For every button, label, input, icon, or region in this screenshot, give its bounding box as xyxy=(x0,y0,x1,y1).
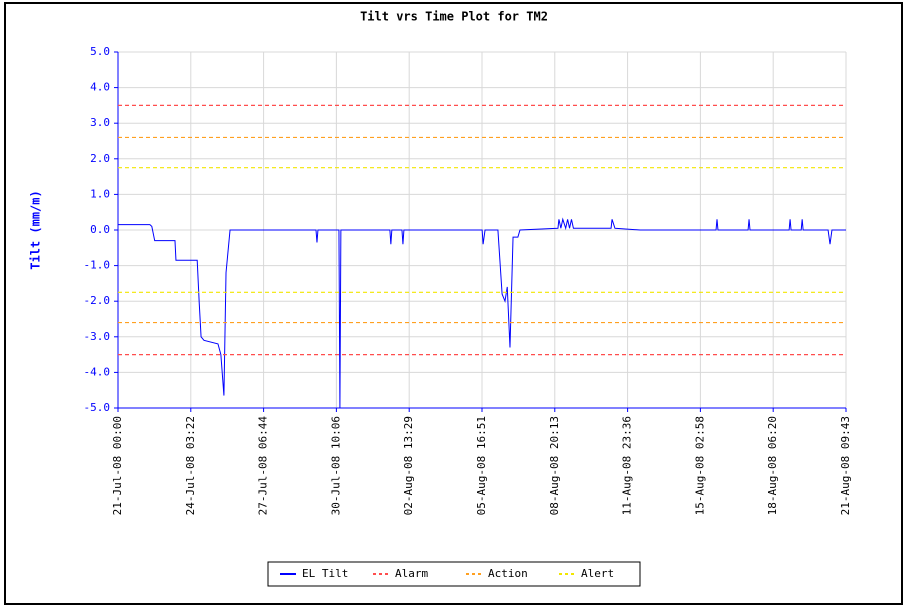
x-tick-label: 21-Jul-08 00:00 xyxy=(111,416,124,515)
y-tick-label: 0.0 xyxy=(90,223,110,236)
y-tick-label: 5.0 xyxy=(90,45,110,58)
y-tick-label: -1.0 xyxy=(84,259,111,272)
y-tick-label: -4.0 xyxy=(84,365,111,378)
frame xyxy=(4,2,903,605)
y-tick-label: -3.0 xyxy=(84,330,111,343)
x-tick-label: 08-Aug-08 20:13 xyxy=(548,416,561,515)
x-tick-label: 11-Aug-08 23:36 xyxy=(621,416,634,515)
y-tick-label: -2.0 xyxy=(84,294,111,307)
y-tick-label: -5.0 xyxy=(84,401,111,414)
x-tick-label: 30-Jul-08 10:06 xyxy=(329,416,342,515)
x-tick-label: 21-Aug-08 09:43 xyxy=(839,416,852,515)
x-tick-label: 15-Aug-08 02:58 xyxy=(693,416,706,515)
x-tick-label: 02-Aug-08 13:29 xyxy=(402,416,415,515)
y-tick-label: 4.0 xyxy=(90,81,110,94)
legend-label: EL Tilt xyxy=(302,567,348,580)
x-tick-label: 05-Aug-08 16:51 xyxy=(475,416,488,515)
y-tick-label: 2.0 xyxy=(90,152,110,165)
x-tick-label: 24-Jul-08 03:22 xyxy=(184,416,197,515)
chart-title: Tilt vrs Time Plot for TM2 xyxy=(360,10,548,24)
x-tick-label: 27-Jul-08 06:44 xyxy=(257,416,270,516)
legend-label: Action xyxy=(488,567,528,580)
data-line xyxy=(118,217,846,409)
legend-box xyxy=(267,561,641,587)
y-tick-label: 1.0 xyxy=(90,187,110,200)
legend-label: Alarm xyxy=(395,567,428,580)
y-axis-label: Tilt (mm/m) xyxy=(29,190,43,269)
legend-label: Alert xyxy=(581,567,614,580)
y-tick-label: 3.0 xyxy=(90,116,110,129)
x-tick-label: 18-Aug-08 06:20 xyxy=(766,416,779,515)
